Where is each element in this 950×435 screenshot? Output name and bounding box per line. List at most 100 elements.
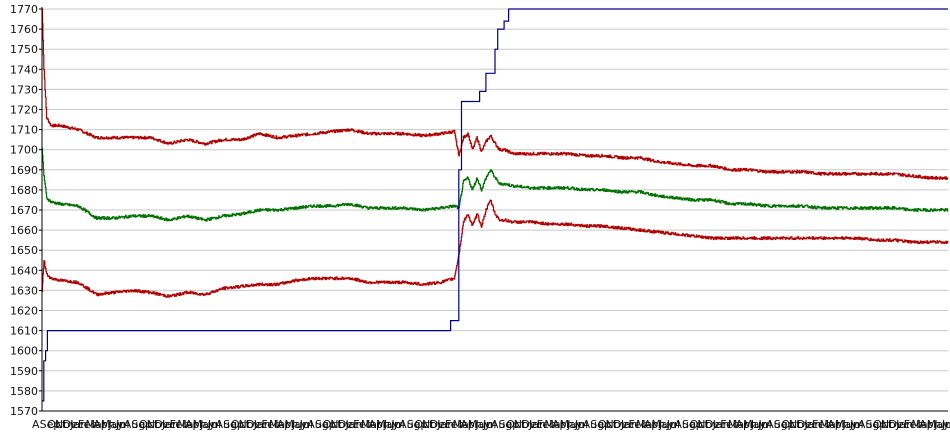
x-tick-label: Oct <box>781 418 801 431</box>
y-tick-label: 1720 <box>10 104 38 117</box>
x-tick-label: Feb <box>904 418 923 431</box>
x-tick-label: Jul <box>849 418 863 431</box>
y-tick-label: 1610 <box>10 325 38 338</box>
x-tick-label: Aug <box>399 418 420 431</box>
x-tick-label: Aug <box>491 418 512 431</box>
y-tick-label: 1700 <box>10 144 38 157</box>
y-tick-label: 1640 <box>10 264 38 277</box>
x-tick-label: Jun <box>842 418 860 431</box>
x-tick-label: Jun <box>291 418 309 431</box>
x-tick-label: Jul <box>666 418 680 431</box>
x-tick-label: Jan <box>528 418 546 431</box>
x-tick-label: Mar <box>269 418 290 431</box>
y-tick-label: 1710 <box>10 124 38 137</box>
x-tick-label: Oct <box>873 418 893 431</box>
x-tick-label: Oct <box>506 418 526 431</box>
series-line-upper_band <box>41 8 949 180</box>
x-tick-label: Aug <box>858 418 879 431</box>
x-tick-label: Jul <box>115 418 129 431</box>
x-tick-label: Feb <box>170 418 189 431</box>
x-tick-label: Mar <box>636 418 657 431</box>
x-tick-label: May <box>743 418 766 431</box>
x-tick-label: Jul <box>207 418 221 431</box>
x-tick-label: Mar <box>177 418 198 431</box>
y-tick-label: 1740 <box>10 63 38 76</box>
y-tick-label: 1750 <box>10 43 38 56</box>
x-tick-label: Jan <box>803 418 821 431</box>
x-tick-label: Sep <box>223 418 244 431</box>
x-tick-label: Apr <box>827 418 847 431</box>
y-axis-ticks: 1570 1580 1590 1600 1610 1620 1630 1640 1650 1660… <box>10 3 42 418</box>
x-tick-label: May <box>101 418 124 431</box>
x-tick-label: Jul <box>941 418 950 431</box>
x-tick-label: Jul <box>390 418 404 431</box>
x-tick-label: Dec <box>154 418 175 431</box>
x-tick-label: Oct <box>139 418 159 431</box>
x-tick-label: May <box>468 418 491 431</box>
x-tick-label: Mar <box>361 418 382 431</box>
x-tick-label: Jun <box>658 418 676 431</box>
series-line-step <box>42 8 948 402</box>
x-tick-label: Apr <box>919 418 939 431</box>
x-tick-label: Nov <box>422 418 444 431</box>
x-tick-label: Feb <box>445 418 464 431</box>
x-tick-label: Dec <box>888 418 909 431</box>
x-tick-label: Mar <box>820 418 841 431</box>
x-tick-label: Dec <box>613 418 634 431</box>
x-tick-label: Dec <box>797 418 818 431</box>
x-tick-label: Jan <box>620 418 638 431</box>
x-tick-label: Sep <box>40 418 61 431</box>
series-line-middle <box>41 147 949 222</box>
x-tick-label: Jul <box>574 418 588 431</box>
x-tick-label: Jul <box>299 418 313 431</box>
y-tick-label: 1620 <box>10 305 38 318</box>
x-tick-label: Apr <box>736 418 756 431</box>
x-tick-label: Jul <box>757 418 771 431</box>
x-tick-label: May <box>193 418 216 431</box>
x-tick-label: Oct <box>598 418 618 431</box>
y-tick-label: 1580 <box>10 385 38 398</box>
x-tick-label: Feb <box>812 418 831 431</box>
x-tick-label: Sep <box>498 418 519 431</box>
y-tick-label: 1730 <box>10 83 38 96</box>
x-tick-label: Jun <box>750 418 768 431</box>
x-tick-label: Nov <box>238 418 260 431</box>
x-tick-label: Nov <box>330 418 352 431</box>
x-tick-label: Apr <box>644 418 664 431</box>
x-tick-label: Nov <box>881 418 903 431</box>
x-tick-label: Jan <box>161 418 179 431</box>
x-tick-label: Nov <box>514 418 536 431</box>
x-tick-label: Sep <box>315 418 336 431</box>
x-tick-label: Jun <box>107 418 125 431</box>
x-tick-label: Feb <box>261 418 280 431</box>
y-tick-label: 1600 <box>10 345 38 358</box>
y-tick-label: 1570 <box>10 405 38 418</box>
x-tick-label: Mar <box>911 418 932 431</box>
x-tick-label: Sep <box>866 418 887 431</box>
x-tick-label: Jun <box>199 418 217 431</box>
x-tick-label: Dec <box>705 418 726 431</box>
y-tick-label: 1760 <box>10 23 38 36</box>
x-tick-label: Mar <box>544 418 565 431</box>
x-tick-label: May <box>927 418 950 431</box>
x-tick-label: Aug <box>216 418 237 431</box>
x-tick-label: May <box>284 418 307 431</box>
x-tick-label: Jan <box>895 418 913 431</box>
x-tick-label: Jul <box>482 418 496 431</box>
x-tick-label: Jun <box>383 418 401 431</box>
x-tick-label: Sep <box>774 418 795 431</box>
x-tick-label: Jun <box>475 418 493 431</box>
x-tick-label: Sep <box>131 418 152 431</box>
x-tick-label: Nov <box>697 418 719 431</box>
x-tick-label: Aug <box>124 418 145 431</box>
y-tick-label: 1770 <box>10 3 38 16</box>
x-tick-label: Mar <box>728 418 749 431</box>
y-tick-label: 1590 <box>10 365 38 378</box>
x-tick-label: Feb <box>537 418 556 431</box>
x-tick-label: Aug <box>674 418 695 431</box>
y-tick-label: 1670 <box>10 204 38 217</box>
y-tick-label: 1650 <box>10 244 38 257</box>
x-tick-label: Apr <box>552 418 572 431</box>
y-tick-label: 1630 <box>10 284 38 297</box>
